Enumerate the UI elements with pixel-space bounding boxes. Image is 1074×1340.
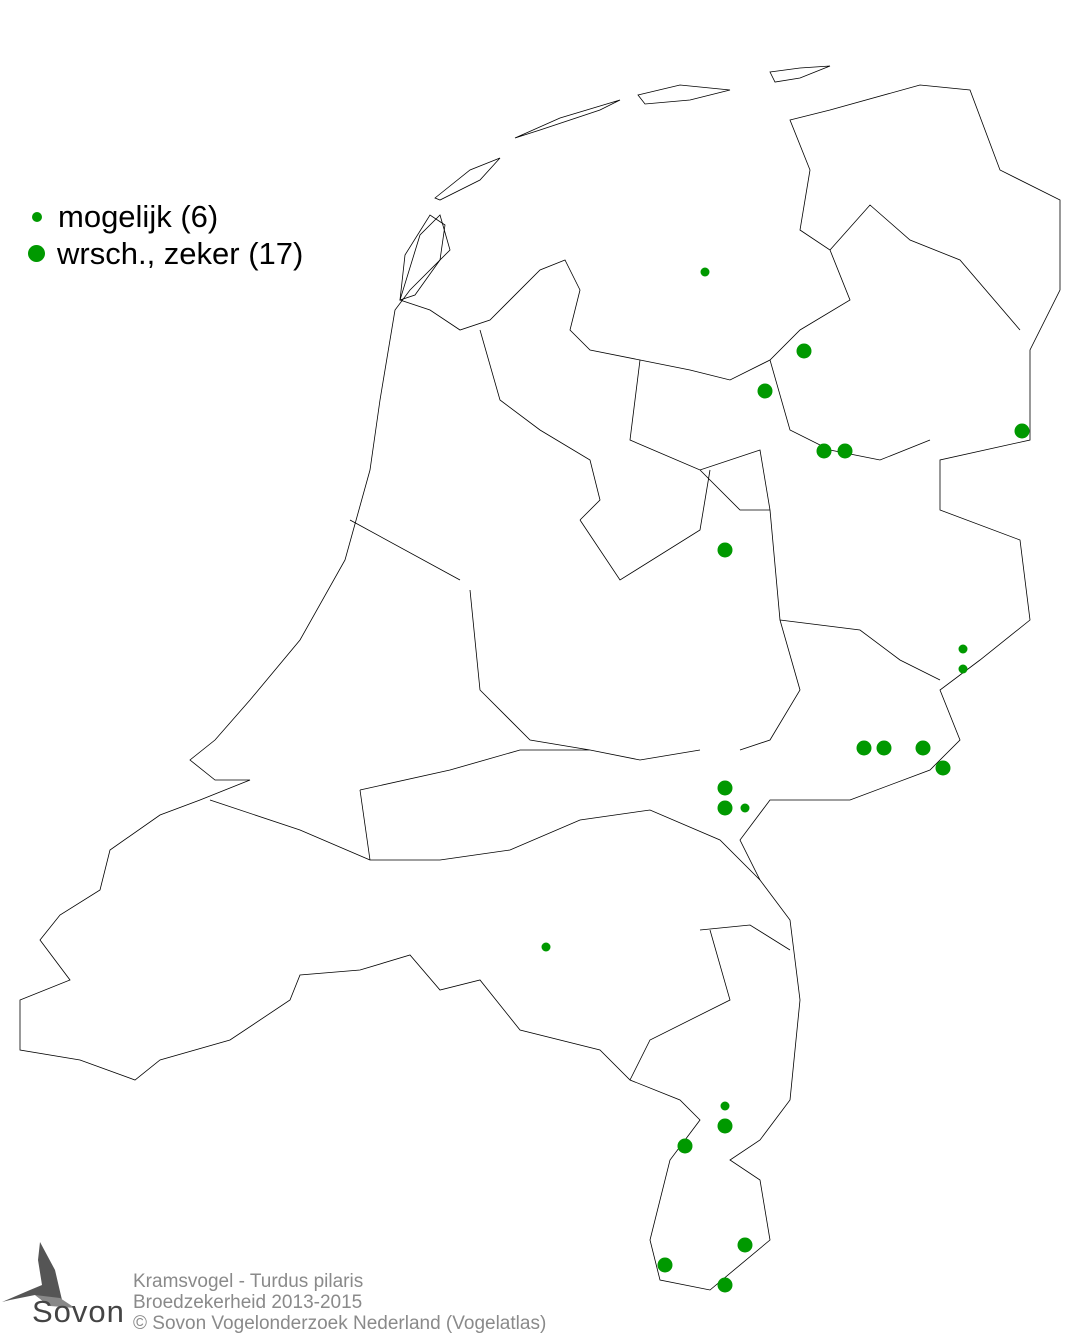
dot-probable-certain <box>717 1277 733 1293</box>
dot-probable-certain <box>935 760 951 776</box>
dot-possible <box>700 267 710 277</box>
dot-probable-certain <box>757 383 773 399</box>
legend-item-possible: mogelijk (6) <box>28 198 303 235</box>
dot-possible <box>720 1101 730 1111</box>
dot-probable-certain <box>1014 423 1030 439</box>
map-subtitle: Broedzekerheid 2013-2015 <box>133 1292 363 1313</box>
copyright: © Sovon Vogelonderzoek Nederland (Vogela… <box>133 1313 547 1334</box>
dot-probable-certain <box>657 1257 673 1273</box>
species-title: Kramsvogel - Turdus pilaris <box>133 1271 364 1292</box>
dot-probable-certain <box>677 1138 693 1154</box>
map-credits: Kramsvogel - Turdus pilaris Broedzekerhe… <box>133 1271 546 1334</box>
dot-probable-certain <box>717 800 733 816</box>
dot-possible <box>541 942 551 952</box>
dot-possible <box>958 664 968 674</box>
island-terschelling <box>514 99 621 139</box>
island-texel <box>399 214 446 301</box>
observation-dots <box>541 267 1030 1293</box>
large-dot-icon <box>28 245 45 262</box>
dot-probable-certain <box>737 1237 753 1253</box>
dot-probable-certain <box>796 343 812 359</box>
legend-label: wrsch., zeker (17) <box>57 235 304 271</box>
dot-probable-certain <box>915 740 931 756</box>
dot-probable-certain <box>717 780 733 796</box>
legend: mogelijk (6) wrsch., zeker (17) <box>28 198 303 272</box>
country-outline <box>19 84 1061 1291</box>
dot-probable-certain <box>856 740 872 756</box>
island-ameland <box>637 84 731 105</box>
logo-text: Sovon <box>32 1294 125 1329</box>
legend-item-probable-certain: wrsch., zeker (17) <box>28 235 303 272</box>
province-boundaries <box>209 204 1021 1081</box>
dot-probable-certain <box>717 1118 733 1134</box>
island-schiermonnikoog <box>769 65 831 83</box>
legend-label: mogelijk (6) <box>58 198 219 234</box>
sovon-swallow-logo <box>2 1242 75 1308</box>
dot-possible <box>958 644 968 654</box>
dot-probable-certain <box>717 542 733 558</box>
island-vlieland <box>434 157 501 201</box>
small-dot-icon <box>32 211 42 222</box>
dot-probable-certain <box>837 443 853 459</box>
dot-possible <box>740 803 750 813</box>
dot-probable-certain <box>816 443 832 459</box>
dot-probable-certain <box>876 740 892 756</box>
